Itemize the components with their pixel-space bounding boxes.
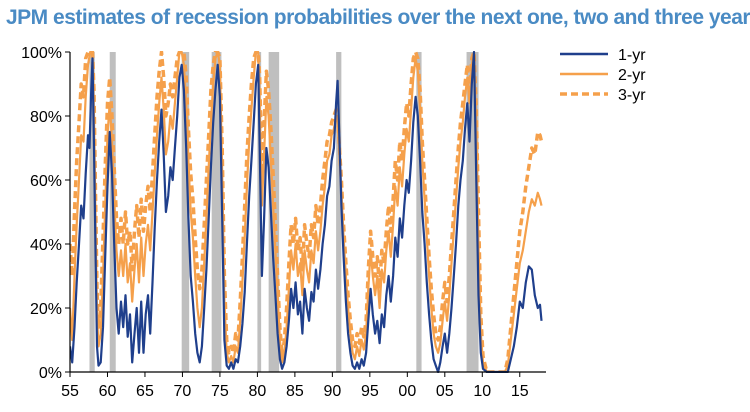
- x-tick-label: 75: [211, 383, 229, 400]
- series-line-1-yr: [70, 51, 543, 373]
- x-tick-label: 80: [249, 383, 267, 400]
- x-tick-label: 65: [136, 383, 154, 400]
- x-tick-label: 90: [323, 383, 341, 400]
- legend-label-1-yr: 1-yr: [618, 47, 646, 64]
- chart-title: JPM estimates of recession probabilities…: [6, 6, 750, 29]
- y-tick-label: 80%: [30, 109, 62, 126]
- recession-bar: [257, 52, 262, 372]
- series-line-3-yr: [70, 51, 544, 373]
- recession-bar: [181, 52, 190, 372]
- recession-bar: [336, 52, 342, 372]
- recession-bar: [416, 52, 422, 372]
- x-tick-label: 60: [99, 383, 117, 400]
- legend-label-3-yr: 3-yr: [618, 87, 646, 104]
- y-tick-label: 20%: [30, 301, 62, 318]
- series-line-2-yr: [70, 51, 543, 373]
- y-tick-label: 0%: [39, 365, 62, 382]
- x-tick-label: 95: [361, 383, 379, 400]
- x-tick-label: 00: [398, 383, 416, 400]
- recession-bar: [89, 52, 95, 372]
- legend-label-2-yr: 2-yr: [618, 67, 646, 84]
- y-tick-label: 40%: [30, 237, 62, 254]
- x-tick-label: 05: [436, 383, 454, 400]
- recession-bar: [211, 52, 222, 372]
- x-tick-label: 55: [61, 383, 79, 400]
- y-tick-label: 100%: [21, 45, 62, 62]
- recession-bar: [466, 52, 479, 372]
- x-tick-label: 10: [473, 383, 491, 400]
- x-tick-label: 70: [174, 383, 192, 400]
- x-tick-label: 85: [286, 383, 304, 400]
- x-tick-label: 15: [511, 383, 529, 400]
- y-tick-label: 60%: [30, 173, 62, 190]
